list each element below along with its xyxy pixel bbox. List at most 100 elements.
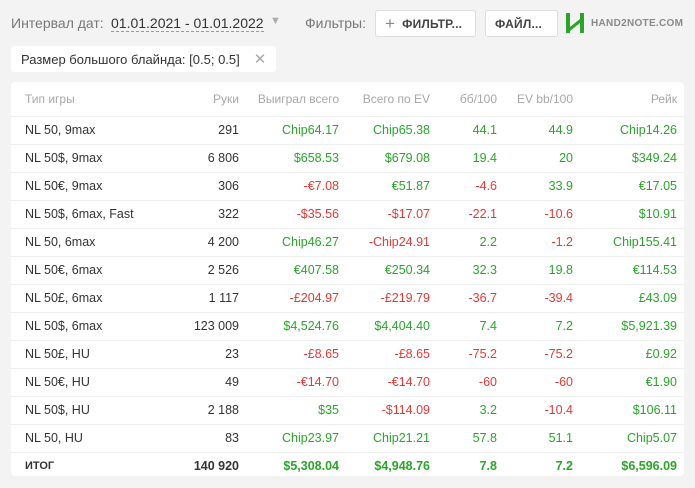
top-toolbar: Интервал дат: 01.01.2021 - 01.01.2022 ▼ … <box>0 0 695 46</box>
cell-ev-bb100: -75.2 <box>504 339 580 368</box>
stats-table: Тип игры Руки Выиграл всего Всего по EV … <box>11 82 684 480</box>
column-header-bb100[interactable]: бб/100 <box>459 91 497 106</box>
cell-ev-bb100: 33.9 <box>504 171 580 200</box>
date-interval-selector[interactable]: 01.01.2021 - 01.01.2022 <box>111 15 264 32</box>
total-cell-game-type: ИТОГ <box>11 451 179 480</box>
cell-game-type: NL 50€, 9max <box>11 171 179 200</box>
cell-hands: 291 <box>179 115 246 144</box>
total-cell-bb100: 7.8 <box>437 451 504 480</box>
cell-bb100: -60 <box>437 367 504 396</box>
cell-ev-bb100: 19.8 <box>504 255 580 284</box>
cell-game-type: NL 50$, HU <box>11 395 179 424</box>
table-row[interactable]: NL 50, 9max 291 Chip64.17 Chip65.38 44.1 44.9… <box>11 115 684 144</box>
table-row[interactable]: NL 50£, 6max 1 117 -£204.97 -£219.79 -36.7 -3… <box>11 283 684 312</box>
cell-won-total: -€14.70 <box>246 367 346 396</box>
table-row[interactable]: NL 50, 6max 4 200 Chip46.27 -Chip24.91 2.2 -1… <box>11 227 684 256</box>
cell-ev-bb100: -60 <box>504 367 580 396</box>
table-row[interactable]: NL 50£, HU 23 -£8.65 -£8.65 -75.2 -75.2 £0.92 <box>11 339 684 368</box>
add-filter-button[interactable]: + ФИЛЬТР... <box>375 10 476 37</box>
cell-won-total: $658.53 <box>246 143 346 172</box>
cell-hands: 1 117 <box>179 283 246 312</box>
cell-bb100: -22.1 <box>437 199 504 228</box>
cell-ev-total: $679.08 <box>346 143 437 172</box>
chevron-down-icon[interactable]: ▼ <box>270 15 281 27</box>
cell-game-type: NL 50$, 6max <box>11 311 179 340</box>
cell-won-total: Chip23.97 <box>246 423 346 452</box>
cell-hands: 4 200 <box>179 227 246 256</box>
column-header-won-total[interactable]: Выиграл всего <box>257 91 339 106</box>
column-header-rake[interactable]: Рейк <box>650 91 677 106</box>
total-cell-won-total: $5,308.04 <box>246 451 346 480</box>
cell-ev-total: Chip65.38 <box>346 115 437 144</box>
cell-ev-bb100: -10.6 <box>504 199 580 228</box>
column-header-ev-total[interactable]: Всего по EV <box>362 91 430 106</box>
column-header-ev-bb100[interactable]: EV bb/100 <box>516 91 573 106</box>
table-row[interactable]: NL 50$, 6max, Fast 322 -$35.56 -$17.07 -22.1… <box>11 199 684 228</box>
plus-icon: + <box>385 14 396 33</box>
cell-bb100: 19.4 <box>437 143 504 172</box>
cell-ev-total: -£219.79 <box>346 283 437 312</box>
cell-rake: £43.09 <box>580 283 684 312</box>
cell-ev-total: €51.87 <box>346 171 437 200</box>
column-header-hands[interactable]: Руки <box>213 91 239 106</box>
stats-table-card: Тип игры Руки Выиграл всего Всего по EV … <box>11 82 684 480</box>
cell-hands: 83 <box>179 423 246 452</box>
cell-rake: €114.53 <box>580 255 684 284</box>
cell-won-total: Chip64.17 <box>246 115 346 144</box>
column-header-game-type[interactable]: Тип игры <box>25 91 75 106</box>
cell-ev-total: -€14.70 <box>346 367 437 396</box>
table-row[interactable]: NL 50$, 6max 123 009 $4,524.76 $4,404.40 7.4… <box>11 311 684 340</box>
cell-rake: £0.92 <box>580 339 684 368</box>
cell-ev-bb100: 20 <box>504 143 580 172</box>
cell-game-type: NL 50£, HU <box>11 339 179 368</box>
cell-bb100: -75.2 <box>437 339 504 368</box>
table-row[interactable]: NL 50€, HU 49 -€14.70 -€14.70 -60 -60 €1.90 <box>11 367 684 396</box>
cell-hands: 49 <box>179 367 246 396</box>
cell-bb100: 3.2 <box>437 395 504 424</box>
cell-ev-bb100: -10.4 <box>504 395 580 424</box>
cell-won-total: -€7.08 <box>246 171 346 200</box>
cell-won-total: $35 <box>246 395 346 424</box>
active-filter-chip[interactable]: Размер большого блайнда: [0.5; 0.5] ✕ <box>11 46 277 72</box>
add-filter-label: ФИЛЬТР... <box>402 16 463 31</box>
table-row[interactable]: NL 50, HU 83 Chip23.97 Chip21.21 57.8 51.1 Chi… <box>11 423 684 452</box>
cell-ev-total: -$17.07 <box>346 199 437 228</box>
cell-won-total: -£204.97 <box>246 283 346 312</box>
cell-rake: Chip14.26 <box>580 115 684 144</box>
cell-rake: €17.05 <box>580 171 684 200</box>
cell-won-total: €407.58 <box>246 255 346 284</box>
close-icon[interactable]: ✕ <box>253 50 267 68</box>
cell-bb100: 57.8 <box>437 423 504 452</box>
cell-game-type: NL 50$, 6max, Fast <box>11 199 179 228</box>
cell-bb100: 44.1 <box>437 115 504 144</box>
active-filter-label: Размер большого блайнда: [0.5; 0.5] <box>21 51 240 67</box>
cell-game-type: NL 50£, 6max <box>11 283 179 312</box>
file-button[interactable]: ФАЙЛ... <box>485 10 558 37</box>
hand2note-logo-icon <box>566 13 584 33</box>
table-header-row: Тип игры Руки Выиграл всего Всего по EV … <box>11 82 684 116</box>
cell-bb100: 2.2 <box>437 227 504 256</box>
cell-hands: 2 526 <box>179 255 246 284</box>
cell-rake: $106.11 <box>580 395 684 424</box>
table-row[interactable]: NL 50€, 9max 306 -€7.08 €51.87 -4.6 33.9 €17.0… <box>11 171 684 200</box>
cell-rake: Chip5.07 <box>580 423 684 452</box>
cell-won-total: $4,524.76 <box>246 311 346 340</box>
table-row[interactable]: NL 50$, 9max 6 806 $658.53 $679.08 19.4 20 $34… <box>11 143 684 172</box>
file-button-label: ФАЙЛ... <box>495 16 543 31</box>
table-row[interactable]: NL 50€, 6max 2 526 €407.58 €250.34 32.3 19.8 €… <box>11 255 684 284</box>
cell-game-type: NL 50€, 6max <box>11 255 179 284</box>
date-interval-label: Интервал дат: <box>11 15 104 31</box>
cell-ev-total: -£8.65 <box>346 339 437 368</box>
table-total-row: ИТОГ 140 920 $5,308.04 $4,948.76 7.8 7.2 $6,59… <box>11 451 684 480</box>
cell-rake: $10.91 <box>580 199 684 228</box>
total-cell-ev-bb100: 7.2 <box>504 451 580 480</box>
cell-won-total: -£8.65 <box>246 339 346 368</box>
cell-bb100: 7.4 <box>437 311 504 340</box>
cell-bb100: -36.7 <box>437 283 504 312</box>
cell-game-type: NL 50€, HU <box>11 367 179 396</box>
table-row[interactable]: NL 50$, HU 2 188 $35 -$114.09 3.2 -10.4 $106.1… <box>11 395 684 424</box>
cell-game-type: NL 50, HU <box>11 423 179 452</box>
cell-bb100: -4.6 <box>437 171 504 200</box>
cell-hands: 6 806 <box>179 143 246 172</box>
cell-bb100: 32.3 <box>437 255 504 284</box>
